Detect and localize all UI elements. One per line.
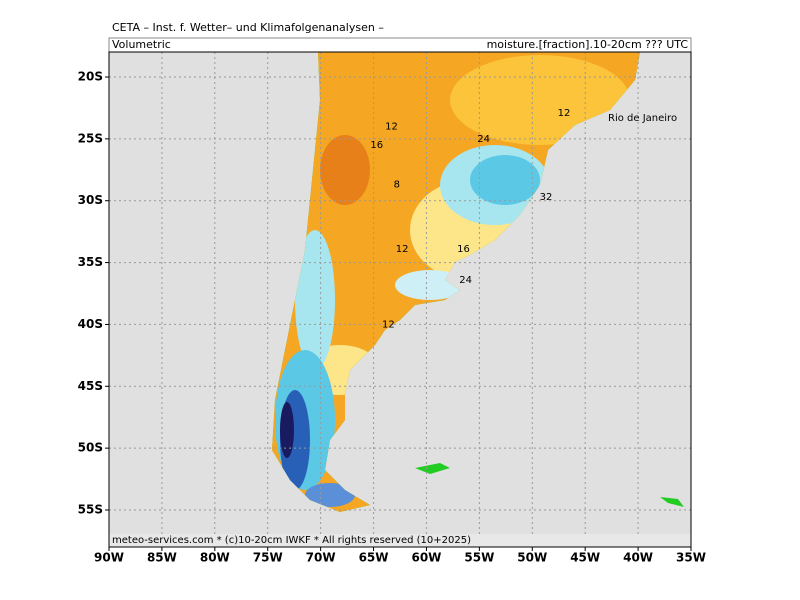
lon-tick-label: 35W (676, 551, 706, 565)
lon-tick-label: 55W (464, 551, 494, 565)
lon-tick-label: 70W (306, 551, 336, 565)
contour-label: 8 (394, 180, 400, 191)
island (415, 463, 450, 474)
island (660, 497, 684, 507)
lon-tick-label: 85W (147, 551, 177, 565)
lon-tick-label: 75W (253, 551, 283, 565)
footer-bar (109, 534, 691, 547)
lon-tick-label: 45W (570, 551, 600, 565)
lat-tick-label: 30S (78, 193, 103, 207)
contour-label: 24 (459, 275, 472, 286)
contour-label: 12 (558, 108, 571, 119)
footer: meteo-services.com * (c)10-20cm IWKF * A… (112, 535, 471, 546)
field-zone (280, 402, 294, 458)
contour-label: 12 (382, 319, 395, 330)
header-right: moisture.[fraction].10-20cm ??? UTC (487, 38, 689, 51)
lat-tick-label: 45S (78, 379, 103, 393)
lat-tick-label: 50S (78, 441, 103, 455)
field-zone (470, 155, 540, 205)
lon-tick-label: 90W (94, 551, 124, 565)
contour-label: 12 (396, 244, 409, 255)
lat-tick-label: 55S (78, 503, 103, 517)
contour-label: 12 (385, 121, 398, 132)
header-left: Volumetric (112, 38, 171, 51)
lon-tick-label: 65W (359, 551, 389, 565)
lon-tick-label: 40W (623, 551, 653, 565)
contour-label: 32 (540, 192, 553, 203)
frame (108, 51, 692, 548)
lon-tick-label: 80W (200, 551, 230, 565)
lat-tick-label: 35S (78, 255, 103, 269)
contour-label: 16 (370, 140, 383, 151)
place-label: Rio de Janeiro (608, 113, 677, 124)
lat-tick-label: 40S (78, 317, 103, 331)
contour-label: 16 (457, 244, 470, 255)
graticule (105, 52, 692, 551)
lon-tick-label: 50W (517, 551, 547, 565)
field-zone (295, 230, 335, 370)
lat-tick-label: 20S (78, 70, 103, 84)
contour-label: 24 (477, 134, 490, 145)
field-zone (305, 483, 355, 507)
title: CETA – Inst. f. Wetter– und Klimafolgena… (112, 21, 384, 34)
field-zone (320, 135, 370, 205)
lat-tick-label: 25S (78, 131, 103, 145)
lon-tick-label: 60W (411, 551, 441, 565)
